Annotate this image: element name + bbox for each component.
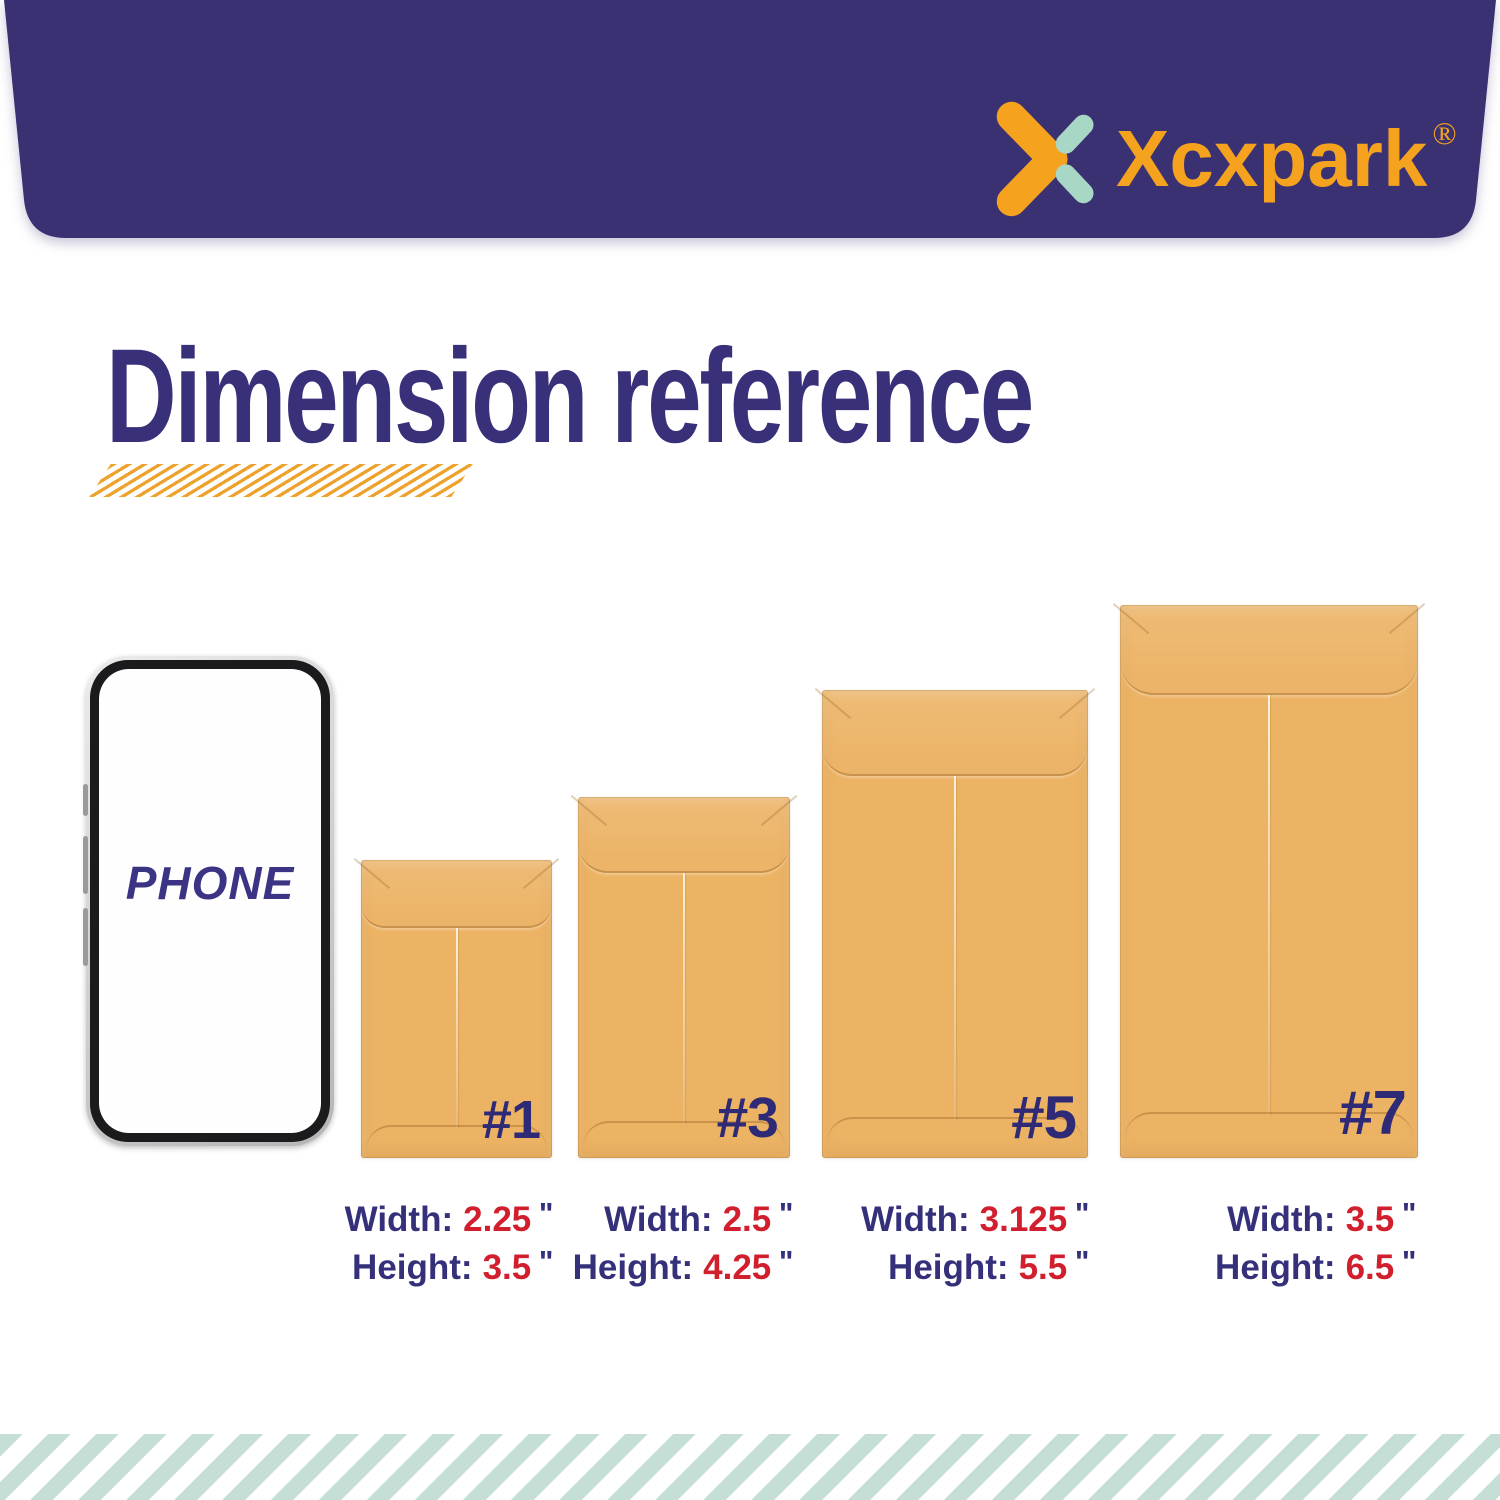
width-value: 3.5 [1345, 1200, 1395, 1239]
envelope-3: #3 [578, 797, 790, 1158]
height-value: 4.25 [703, 1248, 772, 1287]
envelope-1: #1 [361, 860, 552, 1158]
envelope-5: #5 [822, 690, 1088, 1158]
width-value: 2.5 [722, 1200, 772, 1239]
inch-unit: '' [1075, 1196, 1089, 1231]
inch-unit: '' [779, 1244, 793, 1279]
height-line: Height: 3.5 '' [345, 1244, 553, 1292]
phone-bezel: PHONE [90, 660, 330, 1142]
envelope-flap [1120, 605, 1418, 695]
envelope-bottom-fold [1125, 1112, 1413, 1154]
width-line: Width: 3.5 '' [1215, 1196, 1416, 1244]
envelope-flap [361, 860, 552, 928]
phone-label: PHONE [125, 857, 295, 909]
height-value: 6.5 [1345, 1248, 1395, 1287]
envelope-5-dimensions: Width: 3.125 '' Height: 5.5 '' [861, 1196, 1089, 1292]
inch-unit: '' [1402, 1244, 1416, 1279]
envelope-bottom-fold [827, 1117, 1083, 1154]
envelope-bottom-fold [366, 1125, 547, 1154]
width-label: Width: [861, 1200, 970, 1239]
inch-unit: '' [1075, 1244, 1089, 1279]
envelope-3-dimensions: Width: 2.5 '' Height: 4.25 '' [572, 1196, 793, 1292]
registered-trademark-mark: ® [1432, 114, 1457, 151]
inch-unit: '' [1402, 1196, 1416, 1231]
inch-unit: '' [539, 1196, 553, 1231]
envelope-1-dimensions: Width: 2.25 '' Height: 3.5 '' [344, 1196, 553, 1292]
brand-name: Xcxpark [1116, 114, 1428, 203]
envelope-center-seam [455, 928, 458, 1128]
envelope-size-label: #5 [1011, 1084, 1077, 1151]
width-line: Width: 3.125 '' [861, 1196, 1089, 1244]
height-label: Height: [888, 1248, 1009, 1287]
phone-screen: PHONE [99, 669, 321, 1133]
x-logo-icon [996, 101, 1094, 217]
width-label: Width: [1227, 1200, 1336, 1239]
top-banner [4, 0, 1496, 238]
height-line: Height: 4.25 '' [572, 1244, 793, 1292]
envelope-center-seam [683, 873, 685, 1125]
banner-shape [4, 0, 1496, 238]
bottom-accent-stripes [0, 1434, 1500, 1500]
height-label: Height: [352, 1248, 473, 1287]
height-value: 3.5 [482, 1248, 532, 1287]
height-label: Height: [1215, 1248, 1336, 1287]
envelope-size-label: #3 [716, 1086, 779, 1150]
width-label: Width: [344, 1200, 454, 1239]
width-label: Width: [604, 1200, 713, 1239]
inch-unit: '' [779, 1196, 793, 1231]
width-line: Width: 2.25 '' [344, 1196, 553, 1244]
height-value: 5.5 [1018, 1248, 1068, 1287]
height-line: Height: 6.5 '' [1215, 1244, 1416, 1292]
envelope-size-label: #7 [1339, 1079, 1407, 1148]
envelope-7: #7 [1120, 605, 1418, 1158]
phone-side-button [83, 908, 88, 966]
phone-side-button [83, 836, 88, 894]
envelope-flap [578, 797, 790, 873]
phone-side-button [83, 784, 88, 816]
brand-logo: Xcxpark ® [982, 100, 1457, 218]
inch-unit: '' [539, 1244, 553, 1279]
envelope-flap [822, 690, 1088, 776]
envelope-7-dimensions: Width: 3.5 '' Height: 6.5 '' [1215, 1196, 1416, 1292]
width-value: 3.125 [979, 1200, 1068, 1239]
title-accent-stripes [89, 464, 473, 497]
envelope-center-seam [954, 776, 956, 1121]
phone-illustration: PHONE [83, 656, 334, 1146]
page-title: Dimension reference [106, 322, 1034, 471]
envelope-center-seam [1268, 695, 1270, 1116]
width-value: 2.25 [463, 1200, 532, 1239]
envelope-bottom-fold [583, 1121, 785, 1154]
height-label: Height: [572, 1248, 694, 1287]
envelope-size-label: #1 [481, 1090, 541, 1150]
width-line: Width: 2.5 '' [573, 1196, 793, 1244]
height-line: Height: 5.5 '' [861, 1244, 1089, 1292]
